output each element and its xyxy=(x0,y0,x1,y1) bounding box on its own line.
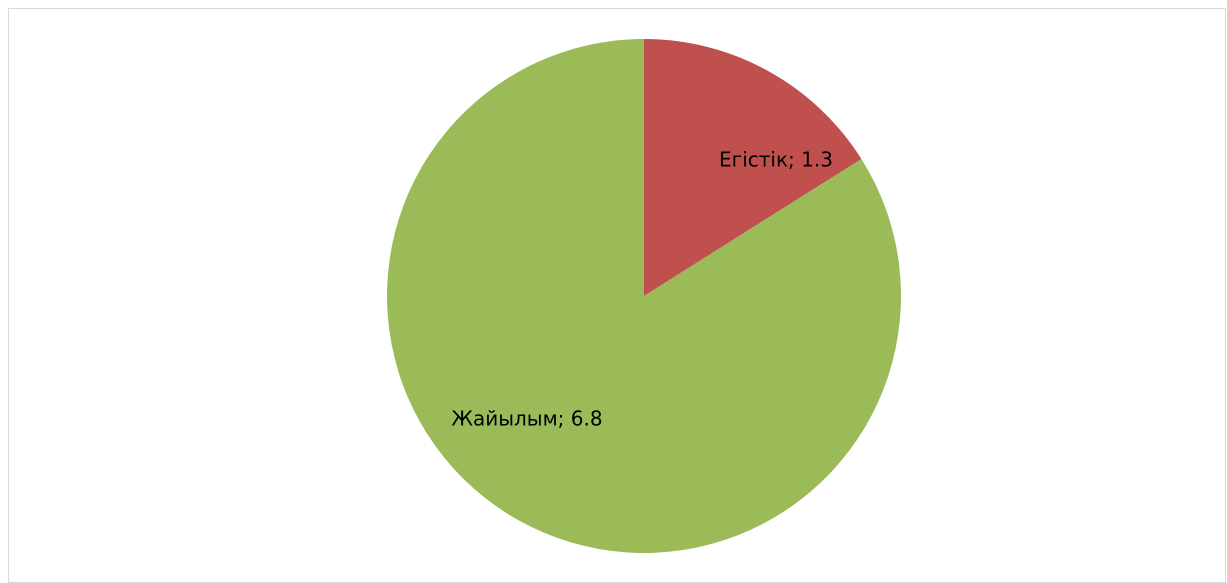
data-label-1: Егістік; 1.3 xyxy=(719,148,833,172)
pie-data-labels: Егістік; 1.3 Жайылым; 6.8 xyxy=(451,148,833,431)
pie-slice-2 xyxy=(386,39,901,553)
pie-slices xyxy=(386,39,901,553)
data-label-2: Жайылым; 6.8 xyxy=(451,407,602,431)
pie-slice-1 xyxy=(644,39,862,296)
